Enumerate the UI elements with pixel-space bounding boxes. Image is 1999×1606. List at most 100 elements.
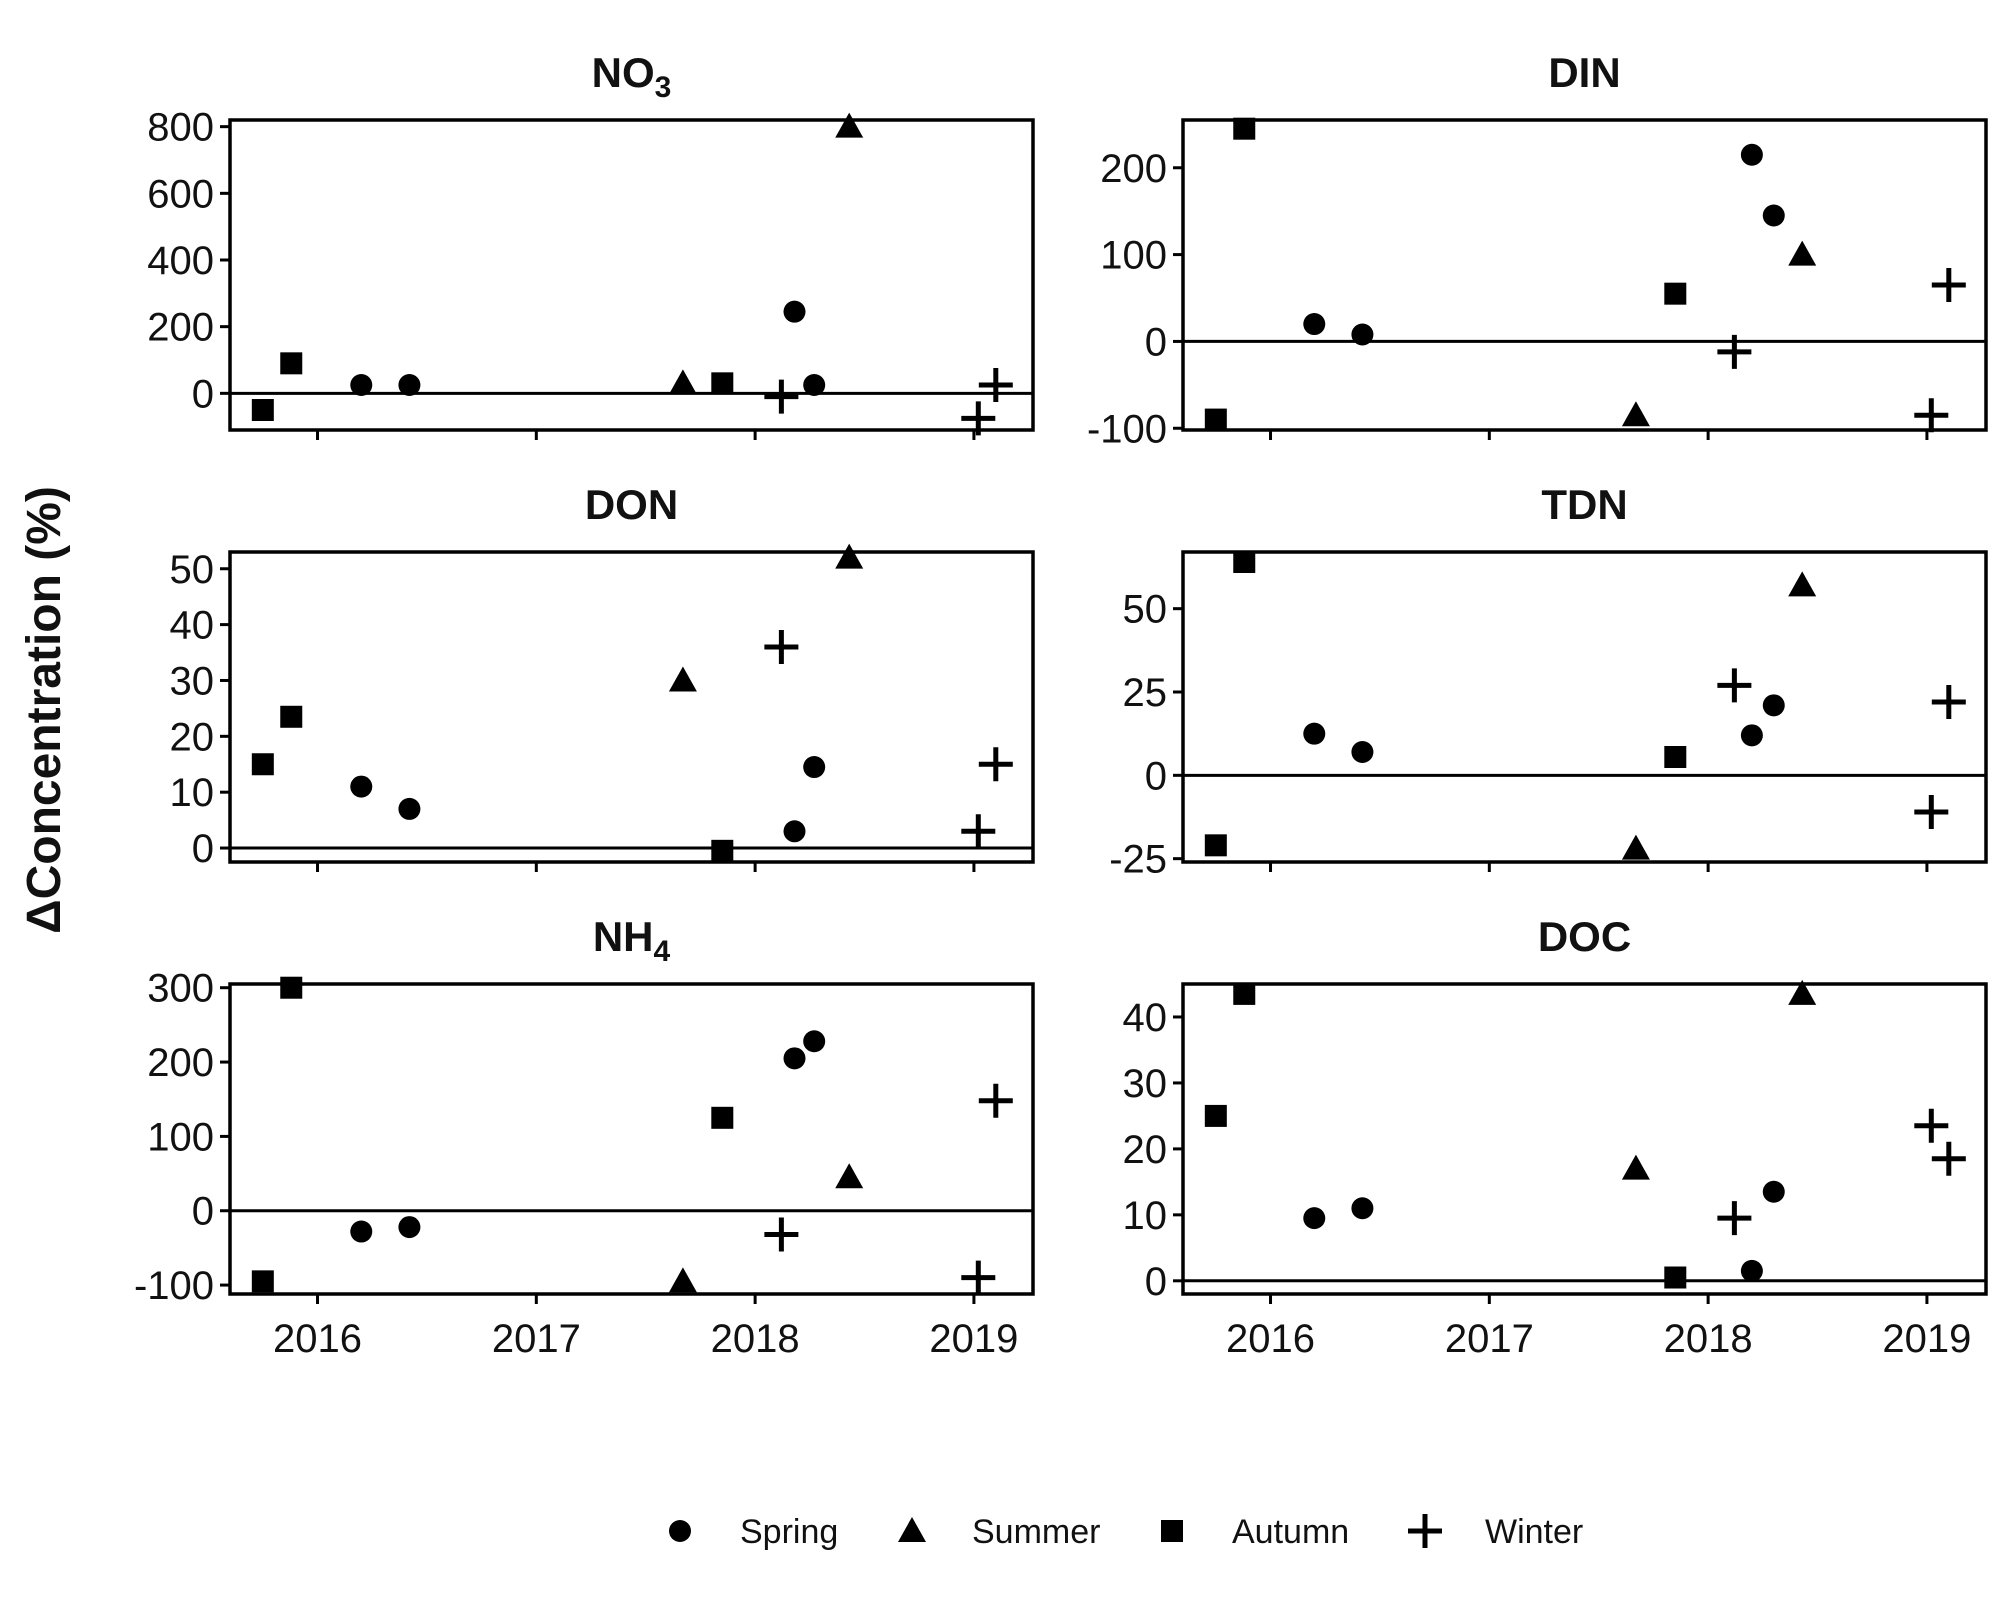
legend: Spring Summer Autumn Winter (669, 1513, 1583, 1551)
data-point-winter (1931, 267, 1966, 302)
panel-title-subscript: 4 (653, 935, 670, 968)
legend-label: Summer (972, 1513, 1100, 1551)
data-point-summer (1788, 240, 1817, 266)
panel-title: TDN (1541, 481, 1627, 528)
data-point-spring (803, 374, 826, 396)
y-tick-label: 25 (1123, 671, 1168, 715)
panel-title: NH4 (593, 913, 671, 968)
data-point-spring (398, 797, 421, 820)
data-point-spring (350, 1220, 373, 1243)
legend-key-plus (1408, 1514, 1442, 1548)
data-point-spring (1303, 313, 1326, 336)
data-point-spring (783, 820, 806, 843)
y-tick-label: 40 (1123, 996, 1168, 1040)
panel-border (1181, 550, 1988, 864)
data-point-autumn (1204, 408, 1227, 431)
series-summer (1621, 571, 1817, 860)
series-autumn (251, 976, 734, 1293)
y-tick-label: 200 (1100, 147, 1167, 191)
data-point-spring (1740, 1259, 1763, 1282)
data-point-autumn (1664, 746, 1687, 768)
data-point-autumn (280, 705, 303, 728)
x-tick-label: 2017 (492, 1317, 581, 1361)
panel-title: DON (585, 481, 678, 528)
legend-key-circle (669, 1520, 691, 1542)
panel-title-main: NO (592, 49, 655, 96)
panel-border (228, 118, 1035, 432)
series-summer (668, 543, 864, 692)
data-point-winter (1914, 795, 1949, 829)
legend-key-square (1161, 1520, 1183, 1542)
y-tick-label: 400 (147, 239, 214, 283)
data-point-spring (1740, 724, 1763, 747)
x-tick-label: 2018 (1664, 1317, 1753, 1361)
series-spring (350, 300, 826, 396)
series-winter (1717, 267, 1966, 433)
series-spring (1303, 143, 1785, 346)
y-tick-label: 300 (147, 967, 214, 1011)
y-tick-label: 200 (147, 1041, 214, 1085)
series-winter (764, 629, 1013, 849)
data-point-summer (835, 1163, 864, 1189)
data-point-winter (1914, 1108, 1949, 1143)
y-tick-label: 800 (147, 106, 214, 150)
data-point-summer (1788, 979, 1817, 1005)
data-point-autumn (1664, 1266, 1687, 1289)
panel-border (228, 550, 1035, 864)
series-autumn (1204, 551, 1687, 857)
data-point-summer (1788, 571, 1817, 597)
y-tick-label: 0 (1145, 320, 1167, 364)
data-point-winter (1931, 1141, 1966, 1176)
data-point-winter (978, 747, 1013, 782)
panel-title-main: TDN (1541, 481, 1627, 528)
panel-title: DIN (1548, 49, 1620, 96)
x-tick-label: 2018 (711, 1317, 800, 1361)
series-spring (350, 756, 826, 843)
data-point-winter (961, 814, 996, 849)
y-tick-label: 0 (192, 827, 214, 871)
data-point-summer (668, 1267, 697, 1293)
panel-title-main: DON (585, 481, 678, 528)
data-point-spring (1351, 323, 1374, 346)
data-point-spring (350, 374, 373, 396)
data-point-autumn (1233, 551, 1256, 573)
x-tick-label: 2016 (273, 1317, 362, 1361)
series-autumn (1204, 982, 1687, 1289)
series-spring (1303, 694, 1785, 763)
panel-title: NO3 (592, 49, 672, 104)
data-point-spring (1303, 722, 1326, 745)
legend-item-spring: Spring (669, 1513, 838, 1551)
data-point-spring (398, 1216, 421, 1239)
data-point-winter (1717, 334, 1752, 369)
series-spring (350, 1030, 826, 1243)
y-tick-label: 40 (170, 604, 215, 648)
data-point-spring (1762, 694, 1785, 717)
data-point-winter (764, 629, 799, 664)
panel-no3: NO3 0 200 400 600 800 (147, 49, 1035, 440)
data-point-winter (978, 1083, 1013, 1118)
data-point-autumn (711, 1106, 734, 1129)
legend-key-triangle (898, 1517, 926, 1542)
y-tick-label: 30 (170, 659, 215, 703)
panel-title-main: DIN (1548, 49, 1620, 96)
data-point-winter (978, 368, 1013, 402)
panels: NO30200400600800DIN-1000100200DON0102030… (134, 49, 1988, 1361)
x-tick-label: 2016 (1226, 1317, 1315, 1361)
series-summer (1621, 979, 1817, 1180)
data-point-autumn (251, 1270, 274, 1293)
data-point-spring (1351, 741, 1374, 763)
legend-label: Autumn (1232, 1513, 1349, 1551)
y-tick-label: 100 (1100, 234, 1167, 278)
data-point-spring (1762, 204, 1785, 227)
data-point-autumn (251, 399, 274, 421)
y-tick-label: 600 (147, 172, 214, 216)
data-point-spring (398, 374, 421, 396)
data-point-winter (1914, 398, 1949, 433)
y-tick-label: 20 (1123, 1128, 1168, 1172)
legend-label: Winter (1485, 1513, 1583, 1551)
data-point-spring (803, 1030, 826, 1053)
data-point-winter (1717, 1201, 1752, 1236)
data-point-summer (668, 666, 697, 692)
data-point-autumn (280, 352, 303, 375)
